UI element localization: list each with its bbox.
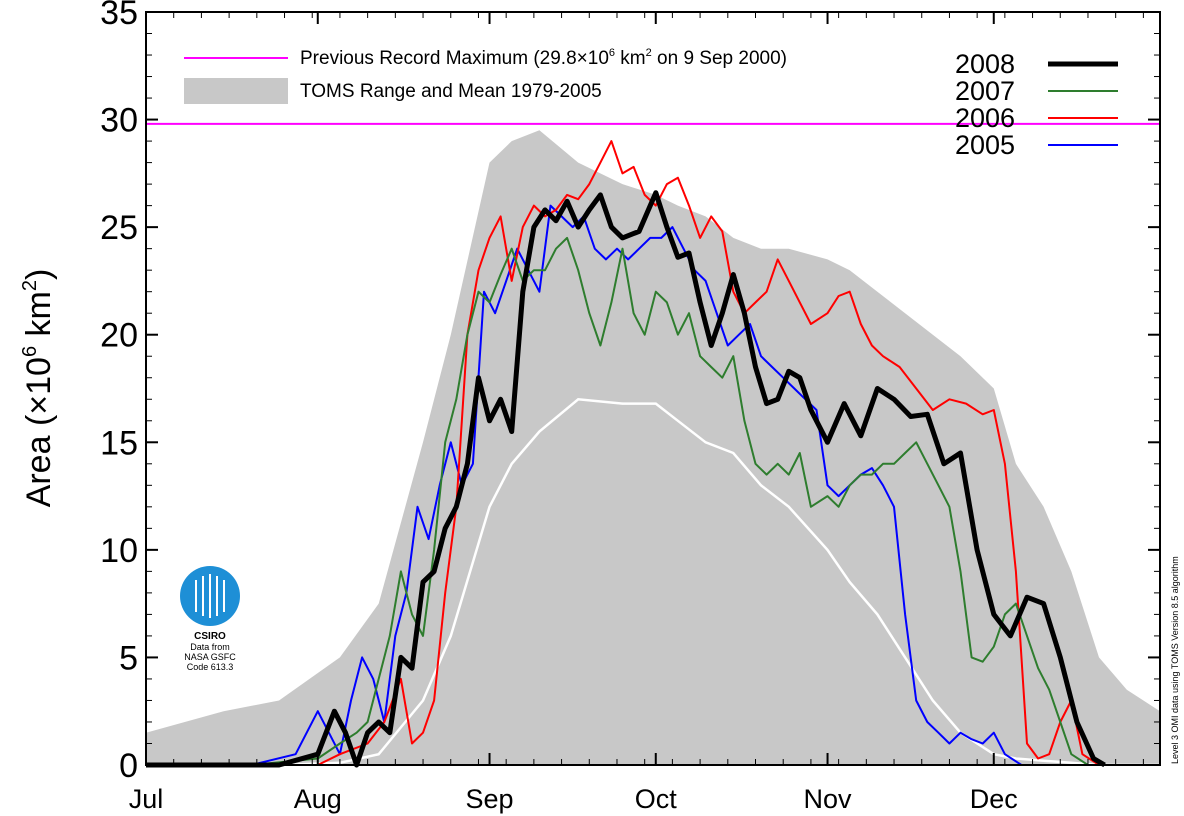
legend-year-2006: 2006 xyxy=(955,103,1015,133)
legend-year-2007: 2007 xyxy=(955,76,1015,106)
legend-upper: Previous Record Maximum (29.8×106 km2 on… xyxy=(184,47,787,104)
legend-toms-swatch xyxy=(184,78,288,104)
y-tick-label: 15 xyxy=(100,424,138,462)
y-tick-label: 25 xyxy=(100,209,138,247)
csiro-credit-line-3: Code 613.3 xyxy=(187,662,234,672)
y-tick-label: 0 xyxy=(119,747,138,785)
series-line-2007 xyxy=(146,236,1089,766)
legend-toms-label: TOMS Range and Mean 1979-2005 xyxy=(300,81,602,102)
x-tick-label-sep: Sep xyxy=(466,784,514,814)
csiro-credit-line-2: NASA GSFC xyxy=(184,652,236,662)
csiro-credit-line-1: Data from xyxy=(190,642,230,652)
csiro-logo-name: CSIRO xyxy=(194,631,226,642)
legend-year-2008: 2008 xyxy=(955,49,1015,79)
y-tick-label: 20 xyxy=(100,317,138,355)
toms-band-layer xyxy=(146,122,1160,767)
x-tick-label-jul: Jul xyxy=(129,784,164,814)
plot-frame xyxy=(145,11,1161,766)
side-note: Level 3 OMI data using TOMS Version 8.5 … xyxy=(1170,556,1180,764)
x-tick-label-aug: Aug xyxy=(294,784,342,814)
csiro-logo-stripes xyxy=(195,574,225,618)
csiro-logo: CSIRO Data from NASA GSFC Code 613.3 xyxy=(180,566,240,672)
legend-record-label: Previous Record Maximum (29.8×106 km2 on… xyxy=(300,47,787,69)
y-tick-label: 10 xyxy=(100,532,138,570)
x-tick-label-dec: Dec xyxy=(970,784,1018,814)
series-layer xyxy=(146,140,1106,768)
axes-layer: 0 5 10 15 20 25 30 35 Jul Aug Sep Oct Nov Dec xyxy=(100,0,1160,814)
y-tick-label: 30 xyxy=(100,102,138,140)
toms-mean-line xyxy=(146,398,1160,767)
y-tick-label: 5 xyxy=(119,639,138,677)
y-tick-label: 35 xyxy=(100,0,138,32)
toms-range-band xyxy=(146,130,1160,766)
x-tick-label-nov: Nov xyxy=(804,784,853,814)
y-axis-label: Area (×106 km2) xyxy=(19,269,58,508)
series-line-2006 xyxy=(146,140,1100,766)
legend-year-2005: 2005 xyxy=(955,130,1015,160)
x-tick-label-oct: Oct xyxy=(635,784,678,814)
series-line-2008 xyxy=(146,190,1106,768)
